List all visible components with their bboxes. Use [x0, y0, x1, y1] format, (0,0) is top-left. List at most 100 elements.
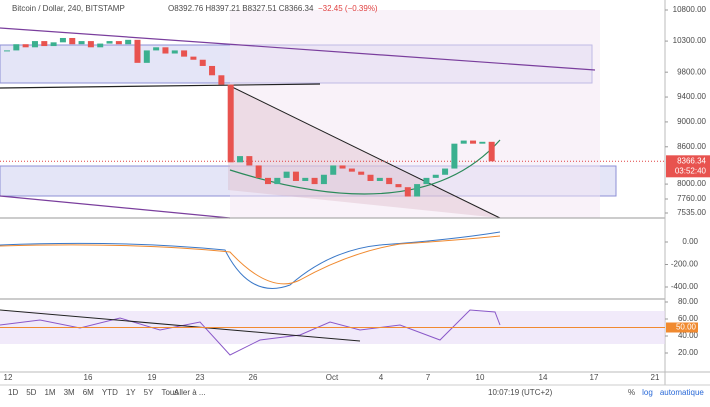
price-label: 8600.00 [677, 142, 706, 151]
trend-line [227, 84, 501, 219]
date-label: 26 [249, 373, 258, 382]
goto[interactable]: Aller à ... [174, 388, 206, 397]
trend-line [0, 309, 361, 342]
candle [274, 177, 281, 185]
rsi-level: 50.00 [676, 323, 697, 332]
candle [13, 44, 20, 51]
candle [442, 168, 449, 175]
candle [311, 177, 318, 185]
symbol: Bitcoin / Dollar, 240, BITSTAMP [12, 4, 125, 13]
price-label: 7535.00 [677, 208, 706, 217]
current-price: 8366.34 [677, 156, 706, 165]
candle [292, 171, 299, 181]
candle [460, 140, 467, 144]
range-button[interactable]: 5D [26, 388, 36, 397]
date-label: 16 [84, 373, 93, 382]
candle [470, 140, 477, 144]
range-button[interactable]: 1M [44, 388, 55, 397]
date-label: 12 [4, 373, 13, 382]
candle [283, 171, 290, 178]
current-price-box [666, 155, 710, 178]
candle [87, 41, 94, 48]
rsi-line [0, 309, 501, 356]
price-label: 9000.00 [677, 117, 706, 126]
candle [264, 177, 271, 185]
macd-line [0, 231, 501, 289]
candle [395, 184, 402, 188]
candle [237, 156, 244, 163]
price-label: 8000.00 [677, 179, 706, 188]
candle [376, 177, 383, 181]
option-button[interactable]: automatique [660, 388, 705, 397]
candle [134, 39, 141, 63]
candle [339, 165, 346, 169]
candle [4, 50, 10, 52]
range-button[interactable]: 1D [8, 388, 18, 397]
candle [69, 37, 76, 45]
candle [386, 177, 393, 185]
countdown: 03:52:40 [675, 166, 707, 175]
date-label: 23 [196, 373, 205, 382]
candle [451, 143, 458, 169]
candle [41, 41, 48, 47]
range-button[interactable]: 1Y [126, 388, 136, 397]
candle [423, 177, 430, 185]
macd-label: 0.00 [682, 237, 698, 246]
rsi-label: 80.00 [678, 297, 699, 306]
option-button[interactable]: log [642, 388, 653, 397]
candle [246, 156, 253, 166]
candle [358, 171, 365, 175]
date-label: 4 [379, 373, 384, 382]
candle [125, 39, 132, 45]
date-label: 19 [148, 373, 157, 382]
candle [171, 50, 178, 54]
trend-line [0, 83, 321, 89]
candle [31, 41, 38, 48]
candle [143, 50, 150, 63]
candle [218, 75, 225, 85]
range-button[interactable]: 6M [83, 388, 94, 397]
macd-label: -400.00 [671, 282, 699, 291]
date-label: 17 [590, 373, 599, 382]
range-button[interactable]: 5Y [144, 388, 154, 397]
candle [302, 177, 309, 181]
candle [162, 47, 169, 54]
candle [50, 42, 57, 47]
price-label: 9400.00 [677, 92, 706, 101]
candle [432, 174, 439, 178]
candle [190, 56, 197, 60]
rsi-level-box [666, 322, 698, 333]
candle [414, 184, 421, 197]
candle [320, 174, 327, 185]
range-button[interactable]: Tous [161, 388, 178, 397]
price-label: 10300.00 [673, 36, 707, 45]
option-button[interactable]: % [628, 388, 635, 397]
candle [199, 59, 206, 66]
trend-line [0, 195, 231, 219]
macd-label: -200.00 [671, 260, 699, 269]
candle [106, 41, 113, 44]
candle [115, 41, 122, 45]
signal-line [0, 235, 501, 285]
candle [59, 37, 66, 43]
range-button[interactable]: YTD [102, 388, 118, 397]
candle [22, 44, 29, 48]
candle [488, 141, 495, 162]
date-label: 14 [539, 373, 548, 382]
candle [209, 65, 216, 76]
price-label: 7760.00 [677, 194, 706, 203]
candle [227, 84, 234, 163]
date-label: 21 [651, 373, 660, 382]
candle [97, 43, 104, 48]
date-label: 7 [426, 373, 431, 382]
candle [404, 187, 411, 197]
candle [330, 165, 337, 175]
clock: 10:07:19 (UTC+2) [488, 388, 553, 397]
rsi-label: 40.00 [678, 331, 699, 340]
rsi-label: 60.00 [678, 314, 699, 323]
range-button[interactable]: 3M [64, 388, 75, 397]
change: −32.45 (−0.39%) [318, 4, 378, 13]
candle [348, 168, 355, 172]
candle [255, 165, 262, 178]
